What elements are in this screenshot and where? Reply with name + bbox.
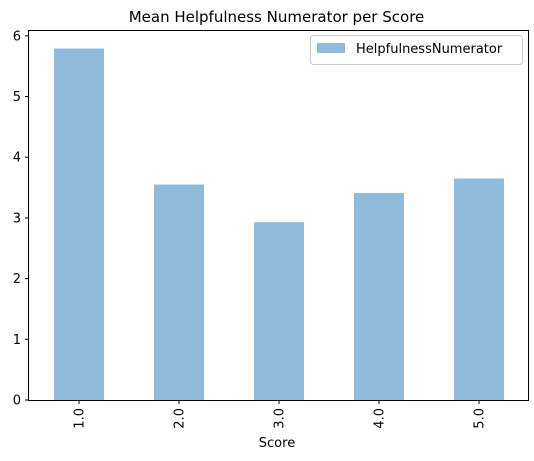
y-tick-label: 6 <box>13 29 21 44</box>
y-axis: 0 1 2 3 4 5 6 <box>13 29 29 409</box>
bar-3.0 <box>254 222 304 400</box>
chart-title: Mean Helpfulness Numerator per Score <box>129 8 425 26</box>
x-tick-label: 5.0 <box>473 408 488 429</box>
y-tick-label: 4 <box>13 151 21 166</box>
bar-5.0 <box>454 178 504 400</box>
y-tick-label: 2 <box>13 272 21 287</box>
legend: HelpfulnessNumerator <box>310 35 523 65</box>
y-tick-label: 3 <box>13 211 21 226</box>
x-axis-label: Score <box>259 436 295 451</box>
x-axis: 1.0 2.0 3.0 4.0 5.0 <box>73 400 488 429</box>
bar-4.0 <box>354 193 404 400</box>
bar-2.0 <box>154 184 204 400</box>
legend-label: HelpfulnessNumerator <box>356 42 503 57</box>
legend-box <box>310 35 523 65</box>
y-tick-label: 1 <box>13 333 21 348</box>
x-tick-label: 1.0 <box>73 408 88 429</box>
legend-swatch <box>317 43 345 53</box>
y-tick-label: 5 <box>13 90 21 105</box>
bar-1.0 <box>54 48 104 400</box>
x-tick-label: 4.0 <box>373 408 388 429</box>
bars-group <box>54 48 504 400</box>
x-tick-label: 3.0 <box>273 408 288 429</box>
y-tick-label: 0 <box>13 394 21 409</box>
x-tick-label: 2.0 <box>173 408 188 429</box>
